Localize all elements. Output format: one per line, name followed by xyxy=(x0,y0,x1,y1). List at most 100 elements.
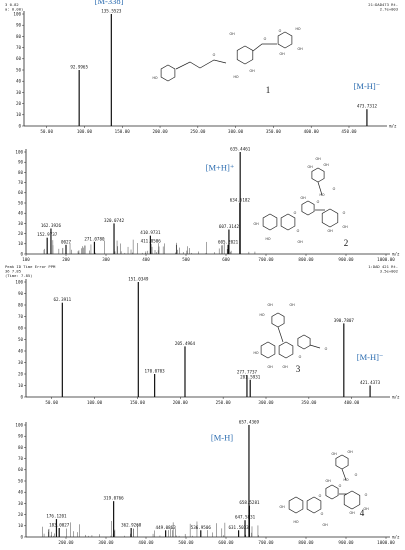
structure-atom-label: OH xyxy=(229,32,235,36)
x-tick-label: 700.00 xyxy=(258,257,274,262)
ion-annotation: [M-H]⁻ xyxy=(357,352,384,362)
y-tick-label: 40 xyxy=(16,79,22,84)
structure-atom-label: HO xyxy=(319,193,324,197)
y-tick-label: 50 xyxy=(18,478,24,483)
ring xyxy=(271,312,285,328)
structure-atom-label: O xyxy=(355,473,358,477)
y-tick-label: 30 xyxy=(16,90,22,95)
structure-atom-label: HO xyxy=(233,75,238,79)
structure-atom-label: O xyxy=(299,355,302,359)
peak-label: 151.0349 xyxy=(128,277,149,282)
ion-annotation: [M-H] xyxy=(211,433,233,443)
y-tick-label: 0 xyxy=(18,123,21,128)
structure-atom-label: OH xyxy=(331,452,337,456)
peak-label: 536.9506 xyxy=(191,525,212,530)
peak-label: 411.8506 xyxy=(141,238,162,243)
peak-label: 362.9268 xyxy=(121,523,142,528)
chemical-structure-3: OH HO OH HO O OH OH O 3 xyxy=(253,303,327,374)
structure-atom-label: O xyxy=(317,200,320,204)
structure-atom-label: OH xyxy=(253,222,259,226)
compound-number: 1 xyxy=(266,85,271,95)
x-unit-label: m/z xyxy=(392,535,400,540)
structure-atom-label: OH xyxy=(325,479,331,483)
compound-number: 3 xyxy=(296,364,301,374)
y-tick-label: 30 xyxy=(18,360,24,365)
peak-label: 183.0027 xyxy=(49,523,70,528)
peak-label: 92.9965 xyxy=(70,65,88,70)
peak-label: 658.5281 xyxy=(239,500,260,505)
y-tick-label: 50 xyxy=(18,337,24,342)
peak-label: 319.0766 xyxy=(104,496,125,501)
x-tick-label: 800.00 xyxy=(298,257,314,262)
x-tick-label: 100.00 xyxy=(87,400,103,405)
ring xyxy=(288,496,304,514)
x-tick-label: 400.00 xyxy=(304,129,320,134)
peak-label: 62.3911 xyxy=(54,297,72,302)
y-tick-label: 50 xyxy=(16,67,22,72)
peak-label: 0027 xyxy=(61,239,72,244)
peak-label: 647.5831 xyxy=(235,515,256,520)
x-tick-label: 400.00 xyxy=(138,540,154,545)
y-tick-label: 20 xyxy=(18,231,24,236)
peak-label: 162.3926 xyxy=(41,223,62,228)
y-tick-label: 90 xyxy=(16,23,22,28)
y-tick-label: 0 xyxy=(20,534,23,539)
structure-atom-label: OH xyxy=(282,365,288,369)
x-tick-label: 50.00 xyxy=(45,400,58,405)
x-tick-label: 200.00 xyxy=(173,400,189,405)
structure-atom-label: O xyxy=(321,512,324,516)
bond xyxy=(339,468,347,495)
peak-label: 410.9731 xyxy=(140,230,161,235)
ring xyxy=(311,167,325,183)
peak-label: 277.7737 xyxy=(237,370,258,375)
x-tick-label: 400.00 xyxy=(344,400,360,405)
y-tick-label: 10 xyxy=(18,383,24,388)
x-tick-label: 600.00 xyxy=(218,540,234,545)
ring xyxy=(335,454,349,470)
x-tick-label: 50.00 xyxy=(40,129,53,134)
y-tick-label: 30 xyxy=(18,501,24,506)
structure-atom-label: OH xyxy=(322,523,328,527)
peak-label: 473.7312 xyxy=(357,104,378,109)
y-tick-label: 10 xyxy=(18,241,24,246)
y-tick-label: 60 xyxy=(18,467,24,472)
structure-atom-label: HO xyxy=(343,478,348,482)
y-tick-label: 40 xyxy=(18,490,24,495)
y-tick-label: 10 xyxy=(18,523,24,528)
structure-atom-label: O xyxy=(297,229,300,233)
x-tick-label: 1000.00 xyxy=(377,257,395,262)
y-tick-label: 60 xyxy=(18,190,24,195)
ring xyxy=(260,341,276,359)
x-tick-label: 450.00 xyxy=(341,129,357,134)
peak-label: 271.0780 xyxy=(84,236,105,241)
ion-annotation: [M+H]⁺ xyxy=(206,162,235,172)
peak-label: 390.7807 xyxy=(334,318,355,323)
x-tick-label: 500 xyxy=(182,257,190,262)
y-tick-label: 80 xyxy=(18,302,24,307)
structure-atom-label: OH xyxy=(342,225,348,229)
structure-atom-label: OH xyxy=(363,507,369,511)
ring xyxy=(343,490,361,510)
y-tick-label: 70 xyxy=(18,180,24,185)
x-tick-label: 300.00 xyxy=(258,400,274,405)
x-tick-label: 300.00 xyxy=(228,129,244,134)
acquisition-meta-right: 21:DAD473 Rt- xyxy=(368,2,398,7)
y-tick-label: 20 xyxy=(18,371,24,376)
peak-label: 320.0742 xyxy=(104,218,125,223)
acquisition-meta-right: 1:DAD 421 Rt- xyxy=(368,264,398,269)
structure-atom-label: O xyxy=(343,211,346,215)
ring xyxy=(277,31,293,49)
x-tick-label: 350.00 xyxy=(266,129,282,134)
ring xyxy=(262,213,278,231)
structure-atom-label: HO xyxy=(265,237,270,241)
y-tick-label: 80 xyxy=(18,170,24,175)
structure-atom-label: O xyxy=(264,37,267,41)
structure-atom-label: OH xyxy=(249,69,255,73)
acquisition-meta-line: a: 0.00) xyxy=(5,6,23,11)
structure-atom-label: O xyxy=(339,484,342,488)
